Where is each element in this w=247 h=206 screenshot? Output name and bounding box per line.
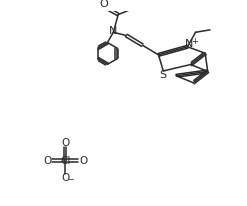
Text: Cl: Cl xyxy=(60,156,70,165)
Text: O: O xyxy=(61,138,69,148)
Text: O: O xyxy=(61,173,69,183)
Text: O: O xyxy=(43,156,51,165)
Text: N: N xyxy=(185,39,194,49)
Text: O: O xyxy=(79,156,87,165)
Text: S: S xyxy=(159,70,166,80)
Text: N: N xyxy=(109,26,118,36)
Text: O: O xyxy=(99,0,108,9)
Text: −: − xyxy=(67,175,73,184)
Text: +: + xyxy=(192,37,199,46)
